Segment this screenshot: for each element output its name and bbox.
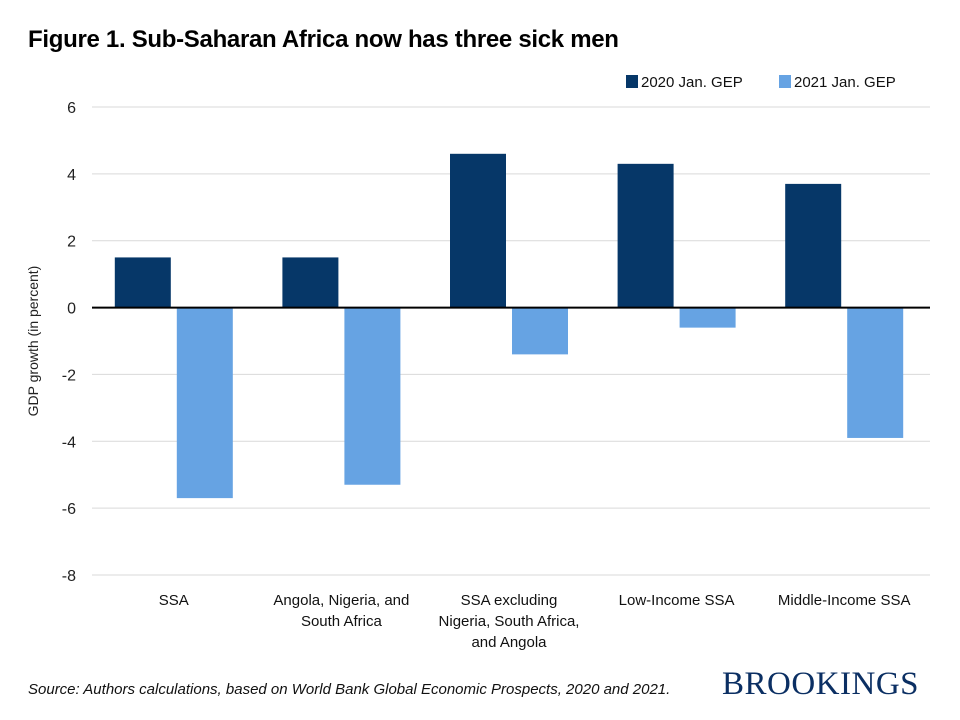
y-tick-label: 6	[67, 100, 76, 117]
legend-label: 2020 Jan. GEP	[641, 74, 743, 91]
x-category-label: Low-Income SSA	[619, 592, 735, 609]
bar-2021-jan-gep	[344, 307, 401, 485]
y-tick-label: 4	[67, 167, 76, 184]
brookings-logo: BROOKINGS	[722, 666, 920, 702]
bar-2021-jan-gep	[512, 307, 568, 355]
y-tick-label: -8	[62, 568, 76, 585]
legend-label: 2021 Jan. GEP	[794, 74, 896, 91]
y-tick-label: -2	[62, 367, 76, 384]
bar-2020-jan-gep	[617, 163, 674, 308]
bar-2020-jan-gep	[450, 153, 506, 308]
bar-2020-jan-gep	[114, 257, 171, 308]
bar-2021-jan-gep	[176, 307, 233, 499]
x-category-label: Angola, Nigeria, and	[273, 592, 409, 609]
x-category-label: and Angola	[471, 634, 547, 651]
legend-swatch	[626, 75, 638, 88]
y-tick-label: -4	[62, 434, 76, 451]
x-category-label: Middle-Income SSA	[778, 592, 911, 609]
x-category-label: Nigeria, South Africa,	[439, 613, 580, 630]
bar-2020-jan-gep	[282, 257, 339, 308]
bar-2020-jan-gep	[785, 183, 842, 308]
x-category-label: SSA	[159, 592, 189, 609]
source-note: Source: Authors calculations, based on W…	[28, 681, 671, 698]
legend-swatch	[779, 75, 791, 88]
y-tick-label: 0	[67, 301, 76, 318]
y-tick-label: 2	[67, 234, 76, 251]
bar-2021-jan-gep	[679, 307, 736, 328]
x-category-label: SSA excluding	[461, 592, 558, 609]
y-axis-label: GDP growth (in percent)	[25, 266, 41, 417]
x-category-label: South Africa	[301, 613, 383, 630]
bar-2021-jan-gep	[847, 307, 904, 438]
chart-title: Figure 1. Sub-Saharan Africa now has thr…	[28, 26, 619, 53]
y-tick-label: -6	[62, 501, 76, 518]
